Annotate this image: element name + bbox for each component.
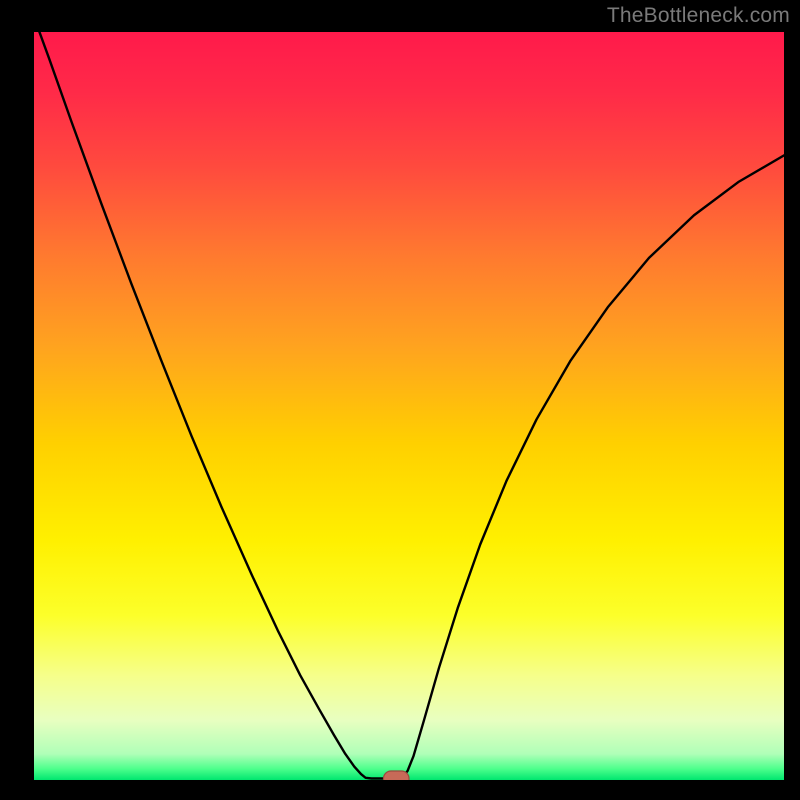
chart-frame: TheBottleneck.com bbox=[0, 0, 800, 800]
gradient-background bbox=[34, 32, 784, 780]
watermark-text: TheBottleneck.com bbox=[607, 4, 790, 28]
plot-area bbox=[34, 32, 784, 780]
min-marker bbox=[384, 771, 410, 780]
chart-svg bbox=[34, 32, 784, 780]
